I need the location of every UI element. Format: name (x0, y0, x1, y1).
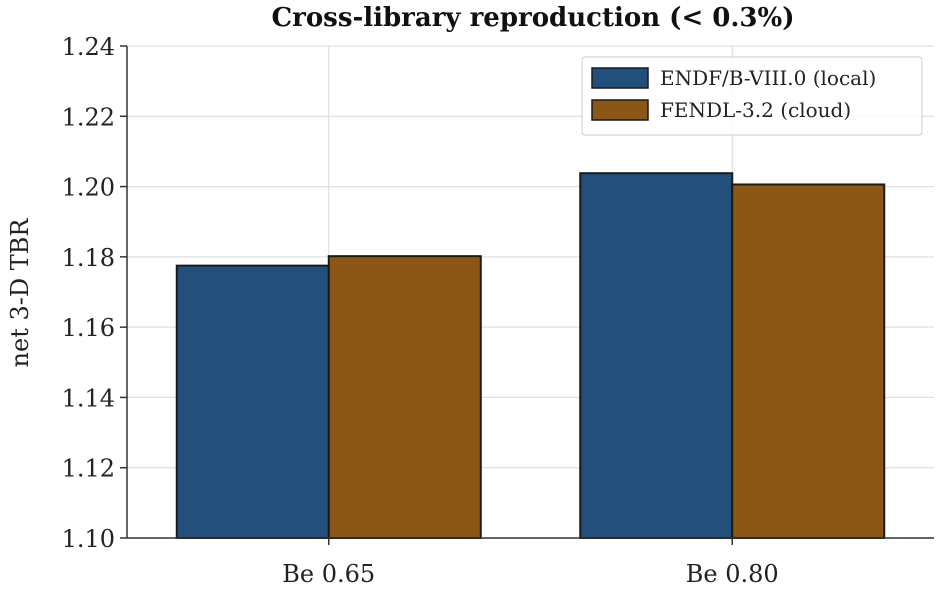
x-tick-label: Be 0.65 (282, 560, 375, 588)
y-tick-labels: 1.10 1.12 1.14 1.16 1.18 1.20 1.22 1.24 (62, 33, 115, 553)
axes (120, 45, 934, 545)
legend: ENDF/B-VIII.0 (local) FENDL-3.2 (cloud) (581, 56, 923, 136)
y-axis-title: net 3-D TBR (6, 218, 34, 368)
y-tick-label: 1.20 (62, 174, 115, 202)
bar (175, 264, 330, 539)
bar (579, 172, 734, 540)
y-tick-label: 1.24 (62, 33, 115, 61)
y-tick-label: 1.12 (62, 455, 115, 483)
x-tick-labels: Be 0.65 Be 0.80 (282, 560, 778, 588)
legend-swatch (591, 99, 649, 121)
legend-label: ENDF/B-VIII.0 (local) (660, 66, 876, 90)
y-tick-label: 1.14 (62, 384, 115, 412)
legend-box (581, 56, 923, 136)
y-tick-label: 1.18 (62, 244, 115, 272)
y-tick-label: 1.22 (62, 103, 115, 131)
bar (327, 255, 482, 539)
bars (175, 172, 886, 540)
x-tick-label: Be 0.80 (686, 560, 779, 588)
y-tick-label: 1.16 (62, 314, 115, 342)
bar (731, 183, 886, 539)
y-tick-label: 1.10 (62, 525, 115, 553)
legend-label: FENDL-3.2 (cloud) (660, 98, 851, 122)
legend-swatch (591, 67, 649, 89)
chart-title: Cross-library reproduction (< 0.3%) (271, 3, 794, 33)
